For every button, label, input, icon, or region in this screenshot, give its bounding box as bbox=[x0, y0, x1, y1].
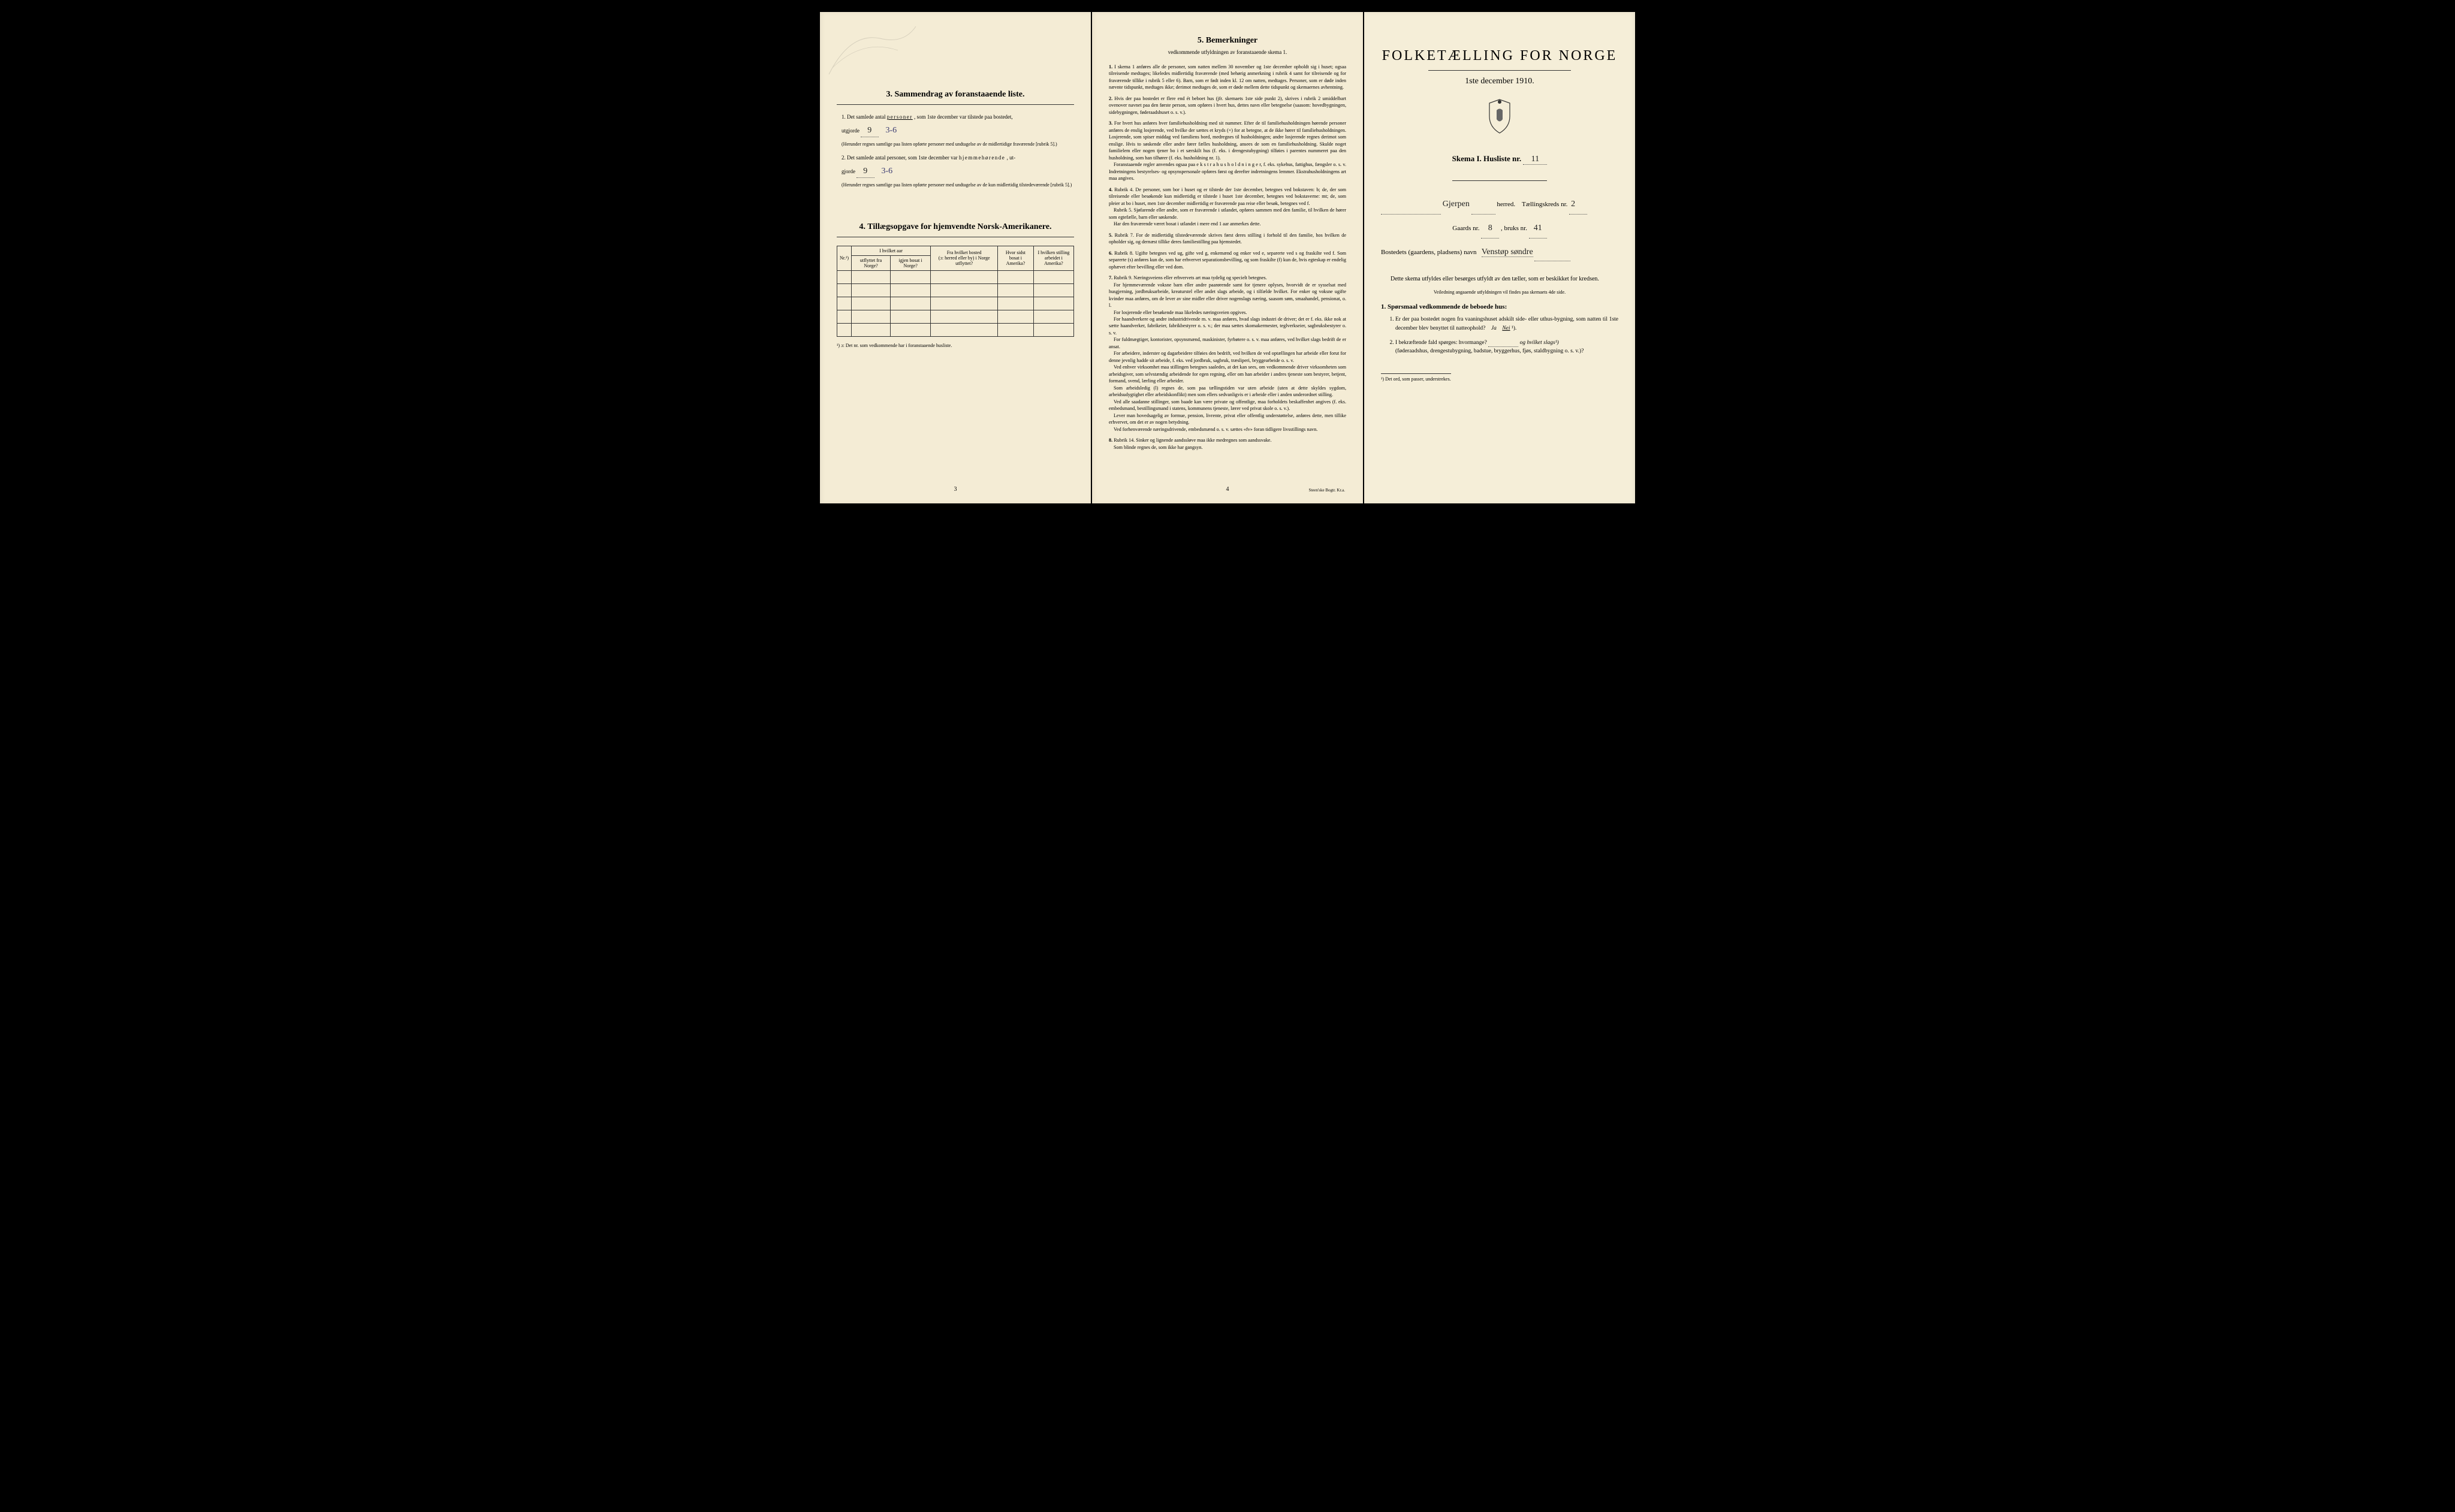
crest-icon bbox=[1381, 98, 1618, 137]
s3-item2-home: hjemmehørende bbox=[959, 155, 1005, 161]
th-col4-top: I hvilken stilling bbox=[1038, 250, 1069, 255]
instruction-sub: Veiledning angaaende utfyldningen vil fi… bbox=[1381, 289, 1618, 295]
th-col1: I hvilket aar bbox=[852, 246, 931, 255]
section5-title: 5. Bemerkninger bbox=[1109, 36, 1346, 46]
document-spread: 3. Sammendrag av foranstaaende liste. 1.… bbox=[820, 12, 1635, 503]
s3-item2-prefix: 2. Det samlede antal personer, som 1ste … bbox=[842, 155, 959, 161]
page-number: 3 bbox=[954, 486, 957, 493]
divider bbox=[837, 104, 1074, 105]
table-row bbox=[837, 270, 1074, 283]
s3-item1-l2: utgjorde bbox=[842, 128, 859, 134]
table-row bbox=[837, 323, 1074, 336]
question-2: I bekræftende fald spørges: hvormange? o… bbox=[1395, 339, 1618, 356]
meta-block: Gjerpen herred. Tællingskreds nr. 2 Gaar… bbox=[1381, 195, 1618, 261]
section5-subtitle: vedkommende utfyldningen av foranstaaend… bbox=[1109, 49, 1346, 55]
skema-label: Skema I. Husliste nr. bbox=[1452, 154, 1521, 163]
notes-list: I skema 1 anføres alle de personer, som … bbox=[1109, 64, 1346, 451]
page-number: 4 bbox=[1226, 486, 1229, 493]
s3-item1-hand: 9 bbox=[861, 125, 879, 137]
s3-item1-note: (Herunder regnes samtlige paa listen opf… bbox=[837, 141, 1074, 148]
page-4: 5. Bemerkninger vedkommende utfyldningen… bbox=[1092, 12, 1363, 503]
th-col1b: igjen bosat i Norge? bbox=[891, 255, 931, 270]
s3-item2-suffix: , ut- bbox=[1007, 155, 1016, 161]
th-col3-sub: bosat i Amerika? bbox=[1006, 255, 1026, 266]
th-col4-sub: arbeidet i Amerika? bbox=[1044, 255, 1063, 266]
divider bbox=[1452, 180, 1547, 181]
section4-footnote: ¹) ɔ: Det nr. som vedkommende har i fora… bbox=[837, 343, 1074, 348]
gaards-label: Gaards nr. bbox=[1452, 225, 1479, 232]
questions-head: 1. Spørsmaal vedkommende de beboede hus: bbox=[1381, 303, 1618, 310]
masthead: FOLKETÆLLING FOR NORGE bbox=[1381, 48, 1618, 64]
questions-list: Er der paa bostedet nogen fra vaaningshu… bbox=[1381, 315, 1618, 355]
note-item: Rubrik 14. Sinker og lignende aandssløve… bbox=[1109, 437, 1346, 451]
note-item: Rubrik 7. For de midlertidig tilstedevær… bbox=[1109, 232, 1346, 246]
s3-item1-mid: , som 1ste december var tilstede paa bos… bbox=[914, 114, 1013, 120]
gaards-nr: 8 bbox=[1481, 219, 1499, 239]
section3-body: 1. Det samlede antal personer , som 1ste… bbox=[837, 113, 1074, 189]
bosted-label: Bostedets (gaardens, pladsens) navn bbox=[1381, 249, 1476, 256]
masthead-date: 1ste december 1910. bbox=[1381, 77, 1618, 86]
th-col2: Fra hvilket bosted (ɔ: herred eller by) … bbox=[931, 246, 998, 270]
page-cover: FOLKETÆLLING FOR NORGE 1ste december 191… bbox=[1364, 12, 1635, 503]
printer-mark: Steen'ske Bogtr. Kr.a. bbox=[1308, 488, 1345, 493]
table-row bbox=[837, 283, 1074, 297]
s3-item2-hand-side: 3-6 bbox=[882, 167, 893, 176]
page-3: 3. Sammendrag av foranstaaende liste. 1.… bbox=[820, 12, 1091, 503]
herred-label: herred. bbox=[1497, 201, 1515, 208]
bruks-label: , bruks nr. bbox=[1501, 225, 1527, 232]
note-item: Rubrik 8. Ugifte betegnes ved ug, gifte … bbox=[1109, 250, 1346, 270]
s3-item1-hand-side: 3-6 bbox=[886, 126, 897, 135]
note-item: For hvert hus anføres hver familiehushol… bbox=[1109, 120, 1346, 182]
skema-line: Skema I. Husliste nr. 11 bbox=[1381, 154, 1618, 165]
th-col3: Hvor sidst bosat i Amerika? bbox=[998, 246, 1034, 270]
s3-item1-persons: personer bbox=[887, 114, 913, 120]
table-row bbox=[837, 297, 1074, 310]
s3-item2-note: (Herunder regnes samtlige paa listen opf… bbox=[837, 182, 1074, 189]
th-nr: Nr.¹) bbox=[837, 246, 852, 270]
q1-nei: Nei bbox=[1502, 325, 1510, 331]
th-col1a: utflyttet fra Norge? bbox=[852, 255, 891, 270]
question-1: Er der paa bostedet nogen fra vaaningshu… bbox=[1395, 315, 1618, 333]
table-row bbox=[837, 310, 1074, 323]
section4-table: Nr.¹) I hvilket aar Fra hvilket bosted (… bbox=[837, 246, 1074, 337]
divider bbox=[1428, 70, 1571, 71]
cover-footnote: ¹) Det ord, som passer, understrekes. bbox=[1381, 373, 1451, 382]
herred-value: Gjerpen bbox=[1443, 200, 1470, 209]
q2-tail: (føderaadshus, drengestubygning, badstue… bbox=[1395, 348, 1584, 354]
bruks-nr: 41 bbox=[1529, 219, 1547, 239]
s3-item2-hand: 9 bbox=[856, 165, 874, 178]
tellingskreds-nr: 2 bbox=[1569, 195, 1587, 215]
note-item: I skema 1 anføres alle de personer, som … bbox=[1109, 64, 1346, 91]
q2-mid: og hvilket slags¹) bbox=[1520, 340, 1559, 346]
th-col3-top: Hvor sidst bbox=[1006, 250, 1026, 255]
q1-sup: ¹). bbox=[1512, 325, 1516, 331]
note-item: Rubrik 4. De personer, som bor i huset o… bbox=[1109, 186, 1346, 228]
section3-title: 3. Sammendrag av foranstaaende liste. bbox=[837, 90, 1074, 99]
q2-text: I bekræftende fald spørges: hvormange? bbox=[1395, 340, 1487, 346]
tellingskreds-label: Tællingskreds nr. bbox=[1522, 201, 1567, 208]
note-item: Hvis der paa bostedet er flere end ét be… bbox=[1109, 95, 1346, 116]
note-item: Rubrik 9. Næringsveiens eller erhvervets… bbox=[1109, 274, 1346, 433]
s3-item2-l2: gjorde bbox=[842, 168, 855, 174]
section4-title: 4. Tillægsopgave for hjemvendte Norsk-Am… bbox=[837, 222, 1074, 232]
instruction: Dette skema utfyldes eller besørges utfy… bbox=[1381, 274, 1618, 283]
husliste-nr: 11 bbox=[1523, 155, 1547, 165]
th-col2-top: Fra hvilket bosted bbox=[947, 250, 982, 255]
q1-ja: Ja bbox=[1491, 325, 1497, 331]
th-col2-sub: (ɔ: herred eller by) i Norge utflyttet? bbox=[939, 255, 990, 266]
th-col4: I hvilken stilling arbeidet i Amerika? bbox=[1033, 246, 1073, 270]
bosted-value: Venstøp søndre bbox=[1482, 248, 1533, 257]
s3-item1-prefix: 1. Det samlede antal bbox=[842, 114, 887, 120]
